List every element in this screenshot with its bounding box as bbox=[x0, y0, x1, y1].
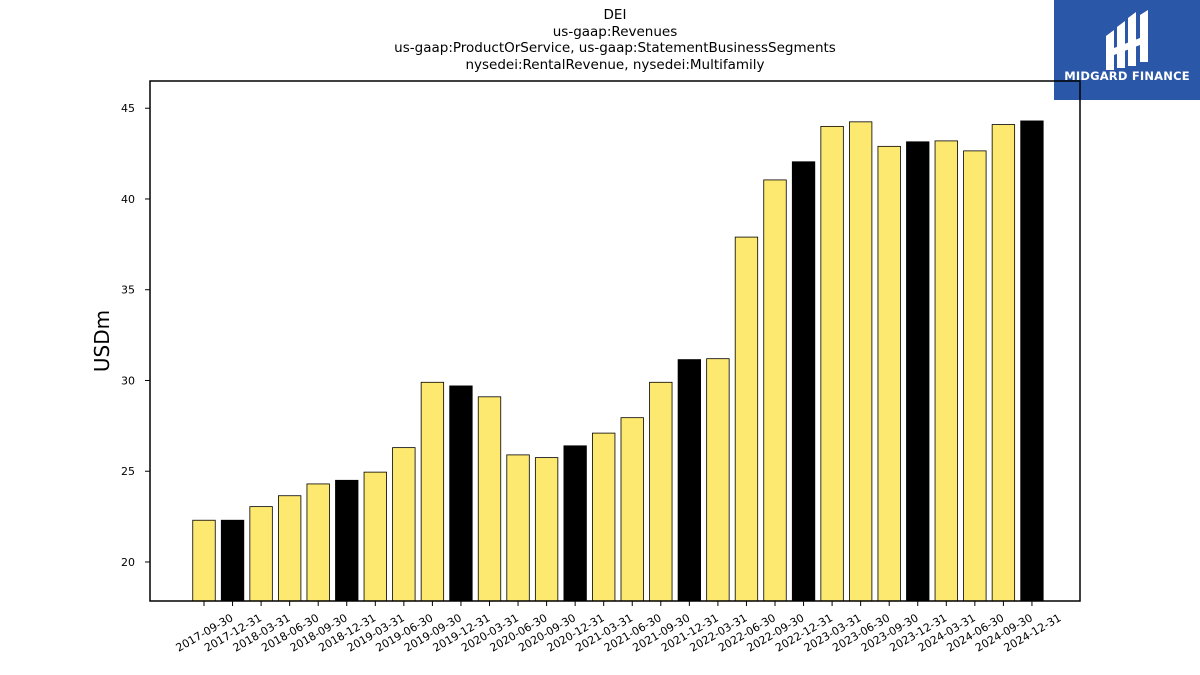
chart-title-line-1: DEI bbox=[603, 7, 627, 23]
bar-2018-09-30 bbox=[306, 483, 330, 602]
bars-group bbox=[192, 120, 1044, 602]
logo-text: MIDGARD FINANCE bbox=[1064, 69, 1190, 83]
bar-2021-03-31 bbox=[592, 432, 616, 602]
bar-2023-09-30 bbox=[877, 145, 901, 602]
bar-2019-06-30 bbox=[392, 447, 416, 602]
bar-2021-06-30 bbox=[620, 417, 644, 602]
bar-2024-09-30 bbox=[991, 124, 1016, 602]
logo-mark-icon bbox=[1106, 10, 1148, 70]
y-tick-label-45: 45 bbox=[121, 102, 135, 115]
y-tick-label-40: 40 bbox=[121, 193, 135, 206]
y-tick-label-30: 30 bbox=[121, 374, 135, 387]
x-axis: 2017-09-302017-12-312018-03-312018-06-30… bbox=[174, 601, 1063, 655]
bar-2018-06-30 bbox=[277, 495, 302, 602]
bar-2021-12-31 bbox=[677, 359, 701, 602]
bar-2022-06-30 bbox=[734, 236, 759, 602]
plot-frame bbox=[149, 80, 1081, 602]
y-axis: 20 25 30 35 40 45 bbox=[121, 102, 150, 569]
y-axis-label: USDm bbox=[90, 310, 114, 372]
chart-title: DEI us-gaap:Revenues us-gaap:ProductOrSe… bbox=[150, 7, 1080, 73]
bar-2023-03-31 bbox=[820, 125, 844, 602]
chart-title-line-2: us-gaap:Revenues bbox=[552, 23, 678, 40]
bar-2017-12-31 bbox=[220, 519, 245, 602]
chart-title-line-4: nysedei:RentalRevenue, nysedei:Multifami… bbox=[465, 56, 765, 73]
y-tick-label-35: 35 bbox=[121, 284, 135, 297]
bar-2020-03-31 bbox=[477, 396, 502, 602]
bar-2024-06-30 bbox=[963, 150, 987, 602]
bar-2020-12-31 bbox=[563, 445, 587, 602]
bar-2018-03-31 bbox=[249, 506, 273, 602]
bar-2022-03-31 bbox=[706, 358, 730, 602]
bar-2021-09-30 bbox=[649, 381, 673, 602]
chart-title-line-3: us-gaap:ProductOrService, us-gaap:Statem… bbox=[394, 40, 836, 56]
bar-2024-03-31 bbox=[934, 140, 958, 602]
bar-2020-09-30 bbox=[534, 457, 559, 602]
bar-2019-03-31 bbox=[363, 471, 387, 602]
bar-2018-12-31 bbox=[335, 479, 359, 602]
bar-2022-12-31 bbox=[791, 161, 816, 602]
brand-logo: MIDGARD FINANCE bbox=[1054, 0, 1200, 100]
bar-2020-06-30 bbox=[506, 454, 530, 602]
bar-2024-12-31 bbox=[1020, 120, 1044, 602]
y-tick-label-25: 25 bbox=[121, 465, 135, 478]
bar-2019-09-30 bbox=[420, 381, 445, 602]
y-tick-label-20: 20 bbox=[121, 556, 135, 569]
bar-2017-09-30 bbox=[192, 519, 216, 602]
bar-2023-06-30 bbox=[849, 121, 873, 602]
bar-2023-12-31 bbox=[906, 141, 930, 602]
bar-2019-12-31 bbox=[449, 385, 473, 602]
bar-2022-09-30 bbox=[763, 179, 787, 602]
